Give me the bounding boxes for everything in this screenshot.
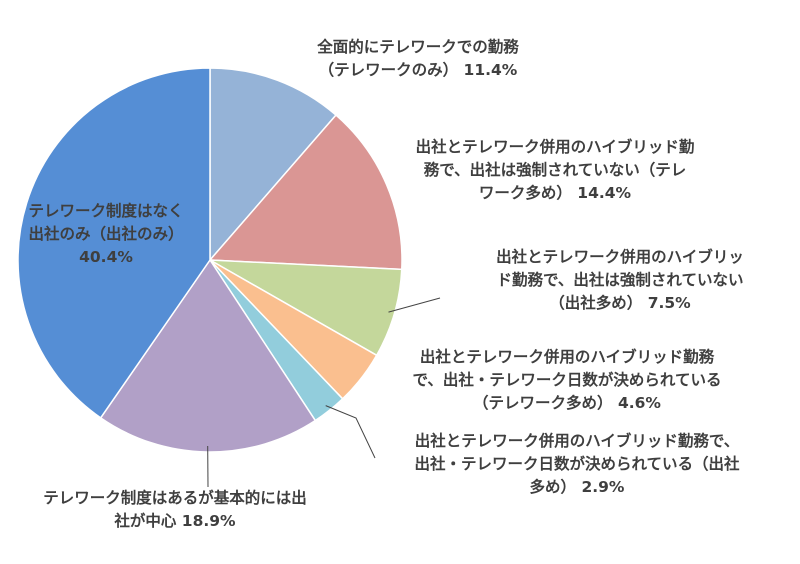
pie-slice-office-only [17, 67, 211, 419]
slice-label-hybrid-free-office: 出社とテレワーク併用のハイブリッ ド勤務で、出社は強制されていない （出社多め）… [496, 248, 744, 312]
leader-line-hybrid-free-office [388, 297, 441, 313]
pie-slice-full-telework [209, 67, 338, 263]
slice-label-hybrid-fixed-telework: 出社とテレワーク併用のハイブリッド勤務 で、出社・テレワーク日数が決められている… [412, 348, 722, 412]
leader-line-hybrid-fixed-office [325, 405, 376, 459]
slice-label-office-only: テレワーク制度はなく 出社のみ（出社のみ） 40.4% [28, 202, 184, 266]
slice-label-office-mainly: テレワーク制度はあるが基本的には出 社が中心 18.9% [43, 489, 307, 530]
leader-lines [207, 297, 441, 488]
pie-slice-hybrid-free-telework [208, 114, 403, 271]
slice-label-hybrid-fixed-office: 出社とテレワーク併用のハイブリッド勤務で、 出社・テレワーク日数が決められている… [414, 432, 740, 496]
slice-label-full-telework: 全面的にテレワークでの勤務 （テレワークのみ） 11.4% [317, 38, 519, 79]
slice-label-hybrid-free-telework: 出社とテレワーク併用のハイブリッド勤 務で、出社は強制されていない（テレ ワーク… [415, 138, 695, 202]
